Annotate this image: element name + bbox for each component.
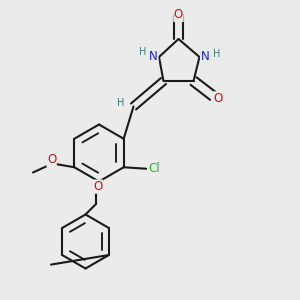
Text: O: O (214, 92, 223, 105)
Text: H: H (117, 98, 124, 108)
Text: N: N (200, 50, 209, 63)
Text: O: O (174, 8, 183, 22)
Text: Cl: Cl (149, 162, 161, 175)
Text: N: N (149, 50, 158, 63)
Text: H: H (139, 46, 146, 57)
Text: O: O (93, 180, 102, 193)
Text: H: H (213, 49, 220, 59)
Text: O: O (47, 153, 56, 167)
